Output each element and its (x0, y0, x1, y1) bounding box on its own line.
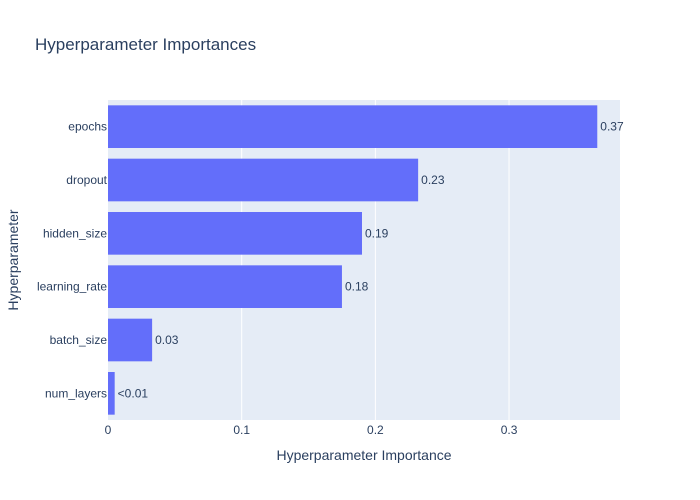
bar-learning-rate (108, 265, 342, 308)
y-tick-label: learning_rate (37, 280, 107, 294)
data-label-num-layers: <0.01 (118, 386, 149, 400)
data-label-epochs: 0.37 (600, 120, 624, 134)
gridlines (241, 100, 510, 420)
x-tick-label: 0.2 (367, 423, 384, 437)
x-tick-label: 0.3 (501, 423, 518, 437)
chart-title: Hyperparameter Importances (35, 35, 256, 54)
y-tick-label: batch_size (50, 333, 108, 347)
y-tick-label: dropout (66, 173, 107, 187)
x-tick-label: 0 (105, 423, 112, 437)
x-axis-ticks: 0 0.1 0.2 0.3 (105, 423, 518, 437)
data-label-learning-rate: 0.18 (345, 280, 369, 294)
data-label-dropout: 0.23 (421, 173, 445, 187)
y-tick-label: num_layers (45, 386, 107, 400)
plot-area (108, 100, 620, 420)
data-label-hidden-size: 0.19 (365, 226, 389, 240)
y-tick-label: hidden_size (43, 226, 107, 240)
y-tick-label: epochs (68, 120, 107, 134)
x-tick-label: 0.1 (233, 423, 250, 437)
y-axis-ticks: epochs dropout hidden_size learning_ratebat… (37, 120, 108, 401)
data-label-batch-size: 0.03 (155, 333, 179, 347)
bar-batch-size (108, 318, 153, 362)
bar-dropout (108, 158, 419, 202)
y-axis-title: Hyperparameter (5, 209, 21, 310)
data-labels: 0.37 0.23 0.19 0.18 0.03 <0.01 (118, 120, 624, 401)
x-axis-title: Hyperparameter Importance (276, 447, 451, 463)
bar-epochs (108, 105, 598, 148)
bar-num-layers (108, 372, 115, 415)
bars (108, 105, 598, 415)
bar-hidden-size (108, 212, 362, 255)
